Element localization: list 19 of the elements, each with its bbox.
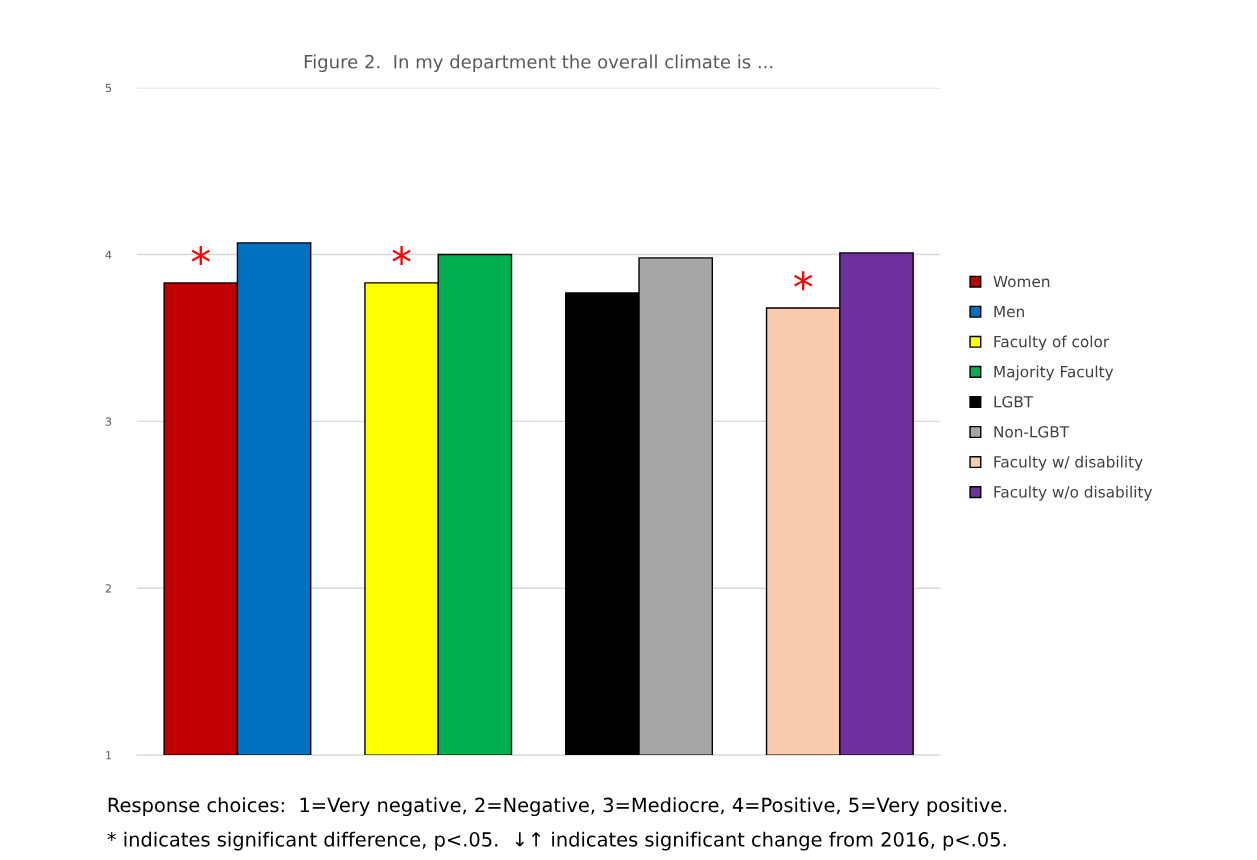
y-tick-label: 3 (105, 417, 112, 426)
legend-label: Faculty w/ disability (994, 455, 1143, 471)
legend-label: Faculty of color (994, 335, 1110, 351)
legend-label: Women (993, 275, 1050, 288)
legend-label: Men (994, 305, 1024, 318)
y-tick-label: 5 (105, 83, 112, 93)
y-tick-label: 4 (105, 250, 112, 259)
data-label: * (794, 271, 813, 291)
chart-title: Figure 2. In my department the overall climate is ... (304, 54, 773, 73)
legend-label: Faculty w/o disability (994, 485, 1153, 501)
legend-label: LGBT (994, 395, 1034, 408)
legend-label: Non-LGBT (994, 426, 1070, 438)
legend-label: Majority Faculty (994, 365, 1114, 381)
y-tick-label: 1 (106, 751, 111, 760)
data-label: * (392, 246, 411, 266)
data-label: * (191, 246, 210, 266)
text: Response choices: 1=Very negative, 2=Negative, 3=Mediocre, 4=Positive, 5=Very positive. (108, 797, 1007, 817)
text: * indicates significant difference, p<.05. ↓↑ indicates significant change from 2016, p<.05. (107, 831, 1006, 851)
y-tick-label: 2 (105, 584, 111, 593)
